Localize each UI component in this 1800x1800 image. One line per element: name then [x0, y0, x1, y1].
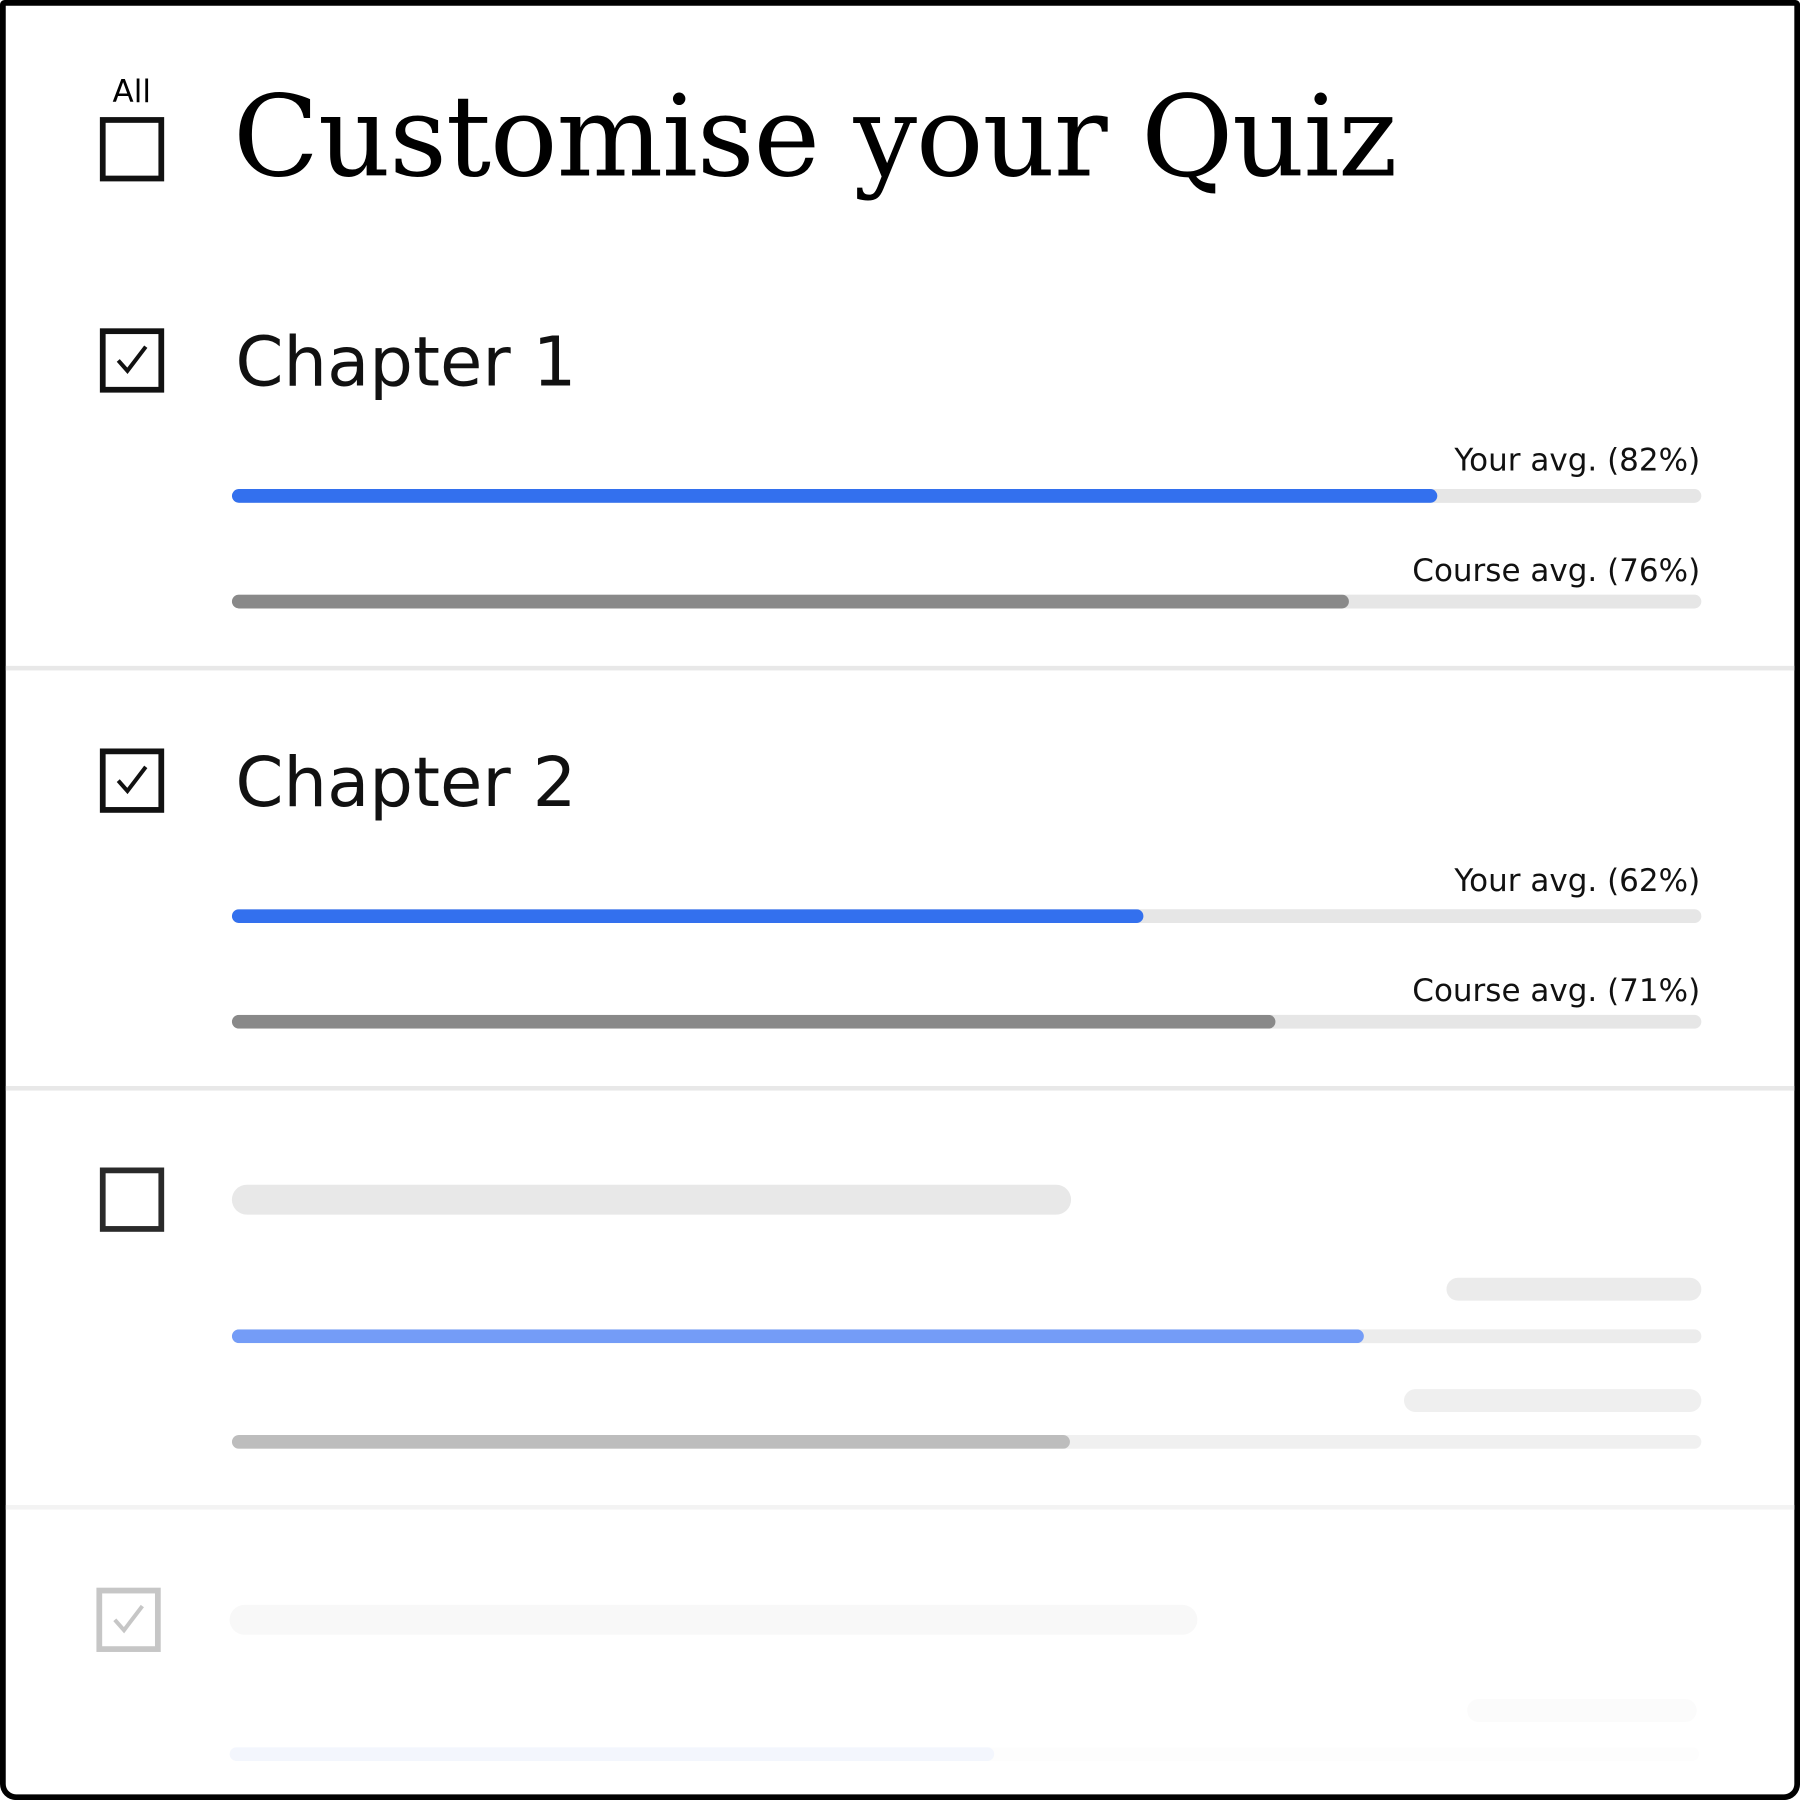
select-all-label: All	[112, 74, 151, 111]
checkmark-icon	[116, 765, 148, 795]
select-all-checkbox[interactable]	[99, 117, 165, 182]
course-avg-bar	[231, 1014, 1702, 1029]
your-avg-bar	[229, 1747, 1700, 1762]
chapter-1-checkbox[interactable]	[99, 328, 165, 393]
checkmark-icon	[113, 1604, 144, 1634]
course-avg-label: Course avg. (76%)	[1412, 553, 1701, 589]
divider	[5, 1086, 1795, 1091]
chapter-2-checkbox[interactable]	[99, 748, 165, 813]
your-avg-fill	[231, 489, 1437, 503]
your-avg-fill	[231, 909, 1143, 923]
divider	[5, 1505, 1795, 1510]
your-avg-bar	[231, 489, 1702, 503]
your-avg-fill	[231, 1329, 1364, 1344]
page-title: Customise your Quiz	[233, 72, 1398, 204]
divider	[5, 665, 1795, 671]
course-avg-fill	[231, 1014, 1276, 1029]
course-avg-bar	[231, 1435, 1702, 1449]
checkmark-icon	[116, 345, 148, 374]
label-skeleton	[1467, 1699, 1697, 1722]
course-avg-label: Course avg. (71%)	[1412, 973, 1701, 1010]
label-skeleton	[1404, 1389, 1702, 1413]
your-avg-label: Your avg. (62%)	[1454, 863, 1701, 899]
placeholder-checkbox[interactable]	[96, 1587, 161, 1652]
chapter-title: Chapter 1	[235, 322, 577, 403]
your-avg-label: Your avg. (82%)	[1454, 443, 1701, 479]
course-avg-bar	[231, 594, 1702, 609]
course-avg-fill	[231, 594, 1349, 609]
chapter-title: Chapter 2	[235, 742, 577, 824]
your-avg-bar	[231, 909, 1702, 923]
label-skeleton	[1446, 1277, 1702, 1301]
title-skeleton	[231, 1184, 1072, 1215]
title-skeleton	[229, 1604, 1198, 1635]
course-avg-fill	[231, 1435, 1070, 1449]
your-avg-fill	[229, 1747, 994, 1762]
placeholder-checkbox[interactable]	[99, 1167, 165, 1232]
your-avg-bar	[231, 1329, 1702, 1344]
